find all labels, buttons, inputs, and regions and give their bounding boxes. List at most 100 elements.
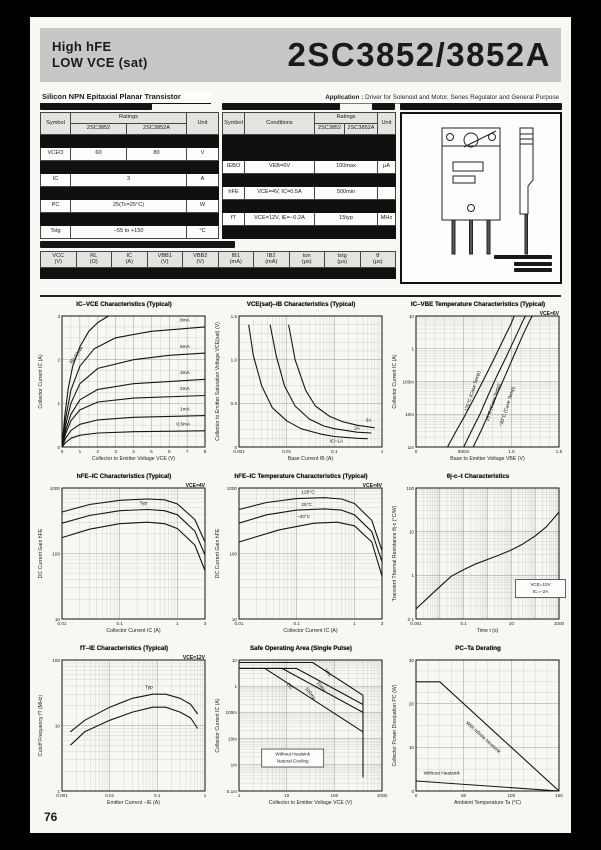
svg-text:VCE=4V: VCE=4V — [363, 483, 383, 489]
svg-text:10: 10 — [409, 529, 415, 534]
col-vbb1: VBB1 (V) — [146, 251, 183, 268]
redacted-values-row — [40, 267, 396, 279]
col-ratings: Ratings — [314, 112, 378, 124]
application-text: Driver for Solenoid and Motor, Series Re… — [365, 94, 559, 101]
chart-cell-vcesat-ib: VCE(sat)–IB Characteristics (Typical) 0.… — [213, 300, 389, 462]
table-row: IEBO VEB=6V 100max μA — [222, 160, 396, 174]
tagline-line2: LOW VCE (sat) — [52, 55, 148, 70]
svg-text:Without Heatsink: Without Heatsink — [424, 770, 461, 776]
svg-text:0.01: 0.01 — [58, 621, 67, 626]
svg-text:100m: 100m — [226, 710, 238, 715]
redacted-package-caption — [494, 253, 552, 272]
svg-text:0: 0 — [57, 445, 60, 450]
col-rl: RL (Ω) — [75, 251, 112, 268]
condition-cell: VCE=4V, IC=0.5A — [244, 186, 315, 200]
svg-text:0.001: 0.001 — [410, 621, 422, 626]
col-ratings: Ratings — [70, 112, 187, 124]
redacted-caption-line — [514, 268, 552, 272]
col-ton: ton (μs) — [288, 251, 325, 268]
svg-text:Collector Current IC (A): Collector Current IC (A) — [38, 354, 44, 408]
unit-cell: μA — [377, 160, 396, 174]
svg-text:0.1: 0.1 — [154, 793, 161, 798]
svg-text:1: 1 — [238, 793, 241, 798]
svg-text:Emitter Current −IE (A): Emitter Current −IE (A) — [107, 800, 160, 806]
svg-text:Collector to Emitter Saturatio: Collector to Emitter Saturation Voltage … — [215, 322, 221, 441]
chart-title: hFE–IC Temperature Characteristics (Typi… — [234, 473, 368, 480]
svg-text:Collector to Emitter Voltage V: Collector to Emitter Voltage VCE (V) — [92, 456, 176, 462]
redacted-row — [222, 134, 396, 148]
chart-thermal-resistance: 0.001 0.1 10 10000.1110100VCE=10VIC=−2ATime… — [392, 486, 566, 634]
svg-text:25°C: 25°C — [301, 502, 312, 508]
unit-cell: V — [186, 147, 219, 161]
value-cell: 80 — [126, 147, 187, 161]
package-outline-panel — [400, 112, 562, 284]
svg-text:100m: 100m — [403, 379, 415, 384]
svg-text:1.5: 1.5 — [231, 314, 238, 319]
section-divider — [40, 295, 561, 297]
col-symbol: Symbol — [222, 112, 245, 135]
chart-title: Safe Operating Area (Single Pulse) — [250, 645, 352, 652]
svg-text:100: 100 — [330, 793, 338, 798]
svg-text:1: 1 — [353, 621, 356, 626]
svg-text:10m: 10m — [228, 736, 237, 741]
svg-text:Base to Emitter Voltage VBE (V: Base to Emitter Voltage VBE (V) — [450, 456, 525, 462]
value-cell: 100max — [314, 160, 378, 174]
svg-text:DC: DC — [285, 682, 294, 692]
svg-text:500m: 500m — [458, 449, 470, 454]
electrical-characteristics-table: Symbol Conditions Ratings Unit 2SC3852 2… — [222, 112, 396, 239]
svg-text:VCE=10V: VCE=10V — [530, 582, 551, 587]
col-conditions: Conditions — [244, 112, 315, 135]
redacted-row — [222, 225, 396, 239]
svg-text:1mA: 1mA — [180, 406, 191, 412]
svg-text:Collector Current IC (A): Collector Current IC (A) — [283, 628, 337, 634]
chart-cell-soa: Safe Operating Area (Single Pulse) 1 10 10… — [213, 644, 389, 806]
chart-cell-hfe-ic: hFE–IC Characteristics (Typical) 0.01 0.1… — [36, 472, 212, 634]
datasheet-page: High hFE LOW VCE (sat) 2SC3852/3852A Sil… — [30, 17, 571, 833]
chart-safe-operating-area: 1 10 100 1000101100m10m1m0.1m1ms10ms100msDC… — [215, 658, 388, 806]
condition-cell: VEB=6V — [244, 160, 315, 174]
svg-text:0.001: 0.001 — [56, 793, 68, 798]
redacted-caption-line — [494, 255, 552, 259]
unit-cell: W — [186, 199, 219, 213]
unit-cell: MHz — [377, 212, 396, 226]
svg-text:Without Heatsink: Without Heatsink — [275, 752, 310, 757]
chart-ic-vce: 0 1 2 3 4 5 6 7 80123IB=12mA8mA5mA3mA2mA1mA0.5mA… — [38, 314, 207, 462]
package-drawing — [441, 127, 534, 255]
chart-cell-thermal: θj-c–t Characteristics 0.001 0.1 10 1000 0.1… — [390, 472, 566, 634]
svg-text:Natural Cooling: Natural Cooling — [277, 759, 309, 764]
symbol-cell: Tstg — [40, 225, 71, 239]
tagline-line1: High hFE — [52, 39, 112, 55]
redacted-title-max-ratings — [40, 103, 152, 110]
table-row: VCEO 60 80 V — [40, 147, 219, 161]
chart-hfe-ic-temp: 0.01 0.1 1 3 10 100 1000 125°C 25°C −30°C VCE=4V Co… — [215, 483, 384, 634]
svg-text:1.5: 1.5 — [556, 449, 563, 454]
value-cell: −55 to +150 — [70, 225, 187, 239]
part-number: 2SC3852/3852A — [287, 36, 551, 73]
symbol-cell: fT — [222, 212, 245, 226]
redacted-row — [222, 173, 396, 187]
svg-text:0: 0 — [61, 449, 64, 454]
svg-text:1: 1 — [411, 347, 414, 352]
svg-text:100: 100 — [406, 486, 414, 491]
redacted-row — [40, 186, 219, 200]
redacted-row — [40, 134, 219, 148]
redacted-caption-line — [514, 261, 552, 266]
condition-cell: VCE=12V, IE=−0.2A — [244, 212, 315, 226]
svg-text:0.01: 0.01 — [235, 621, 244, 626]
chart-title: hFE–IC Characteristics (Typical) — [76, 473, 172, 480]
svg-text:1: 1 — [204, 793, 207, 798]
svg-text:DC Current Gain hFE: DC Current Gain hFE — [38, 528, 44, 578]
symbol-cell: VCEO — [40, 147, 71, 161]
chart-title: PC–Ta Derating — [455, 645, 501, 652]
svg-text:3mA: 3mA — [180, 370, 191, 376]
svg-text:Base Current IB (A): Base Current IB (A) — [288, 456, 334, 462]
svg-text:1: 1 — [79, 449, 82, 454]
table-row: fT VCE=12V, IE=−0.2A 15typ MHz — [222, 212, 396, 226]
svg-text:10: 10 — [509, 621, 515, 626]
svg-text:VCE=6V: VCE=6V — [540, 311, 560, 317]
svg-text:1: 1 — [411, 573, 414, 578]
chart-vcesat-ib: 0.001 0.01 0.1 1 0 0.5 1.0 1.5 3A 2A IC=1A Base Cur… — [215, 314, 384, 462]
redacted-row — [40, 160, 219, 174]
svg-text:Ambient Temperature Ta (°C): Ambient Temperature Ta (°C) — [454, 800, 521, 806]
